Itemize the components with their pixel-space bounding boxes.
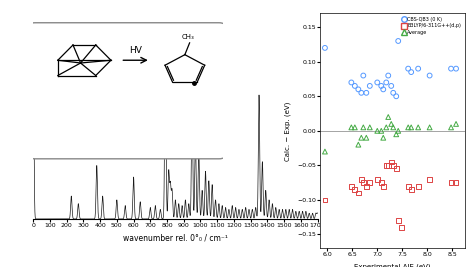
Point (404, 125, 412, 129)
Point (447, 125, 455, 129)
Point (383, 80, 390, 85)
Point (392, 132, 400, 136)
Point (380, 87, 387, 92)
FancyBboxPatch shape (27, 23, 227, 159)
Point (377, 84, 385, 88)
Point (397, 225, 405, 230)
Point (347, 184, 355, 188)
X-axis label: Experimental AIE (eV): Experimental AIE (eV) (354, 263, 430, 267)
Point (366, 180, 374, 185)
Point (384, 73, 392, 78)
Point (321, 198, 329, 202)
Point (355, 87, 362, 92)
Point (366, 84, 374, 88)
Point (383, 163, 390, 167)
Point (414, 125, 422, 129)
Point (426, 125, 433, 129)
Point (377, 129, 385, 133)
Point (374, 80, 381, 85)
Point (390, 125, 397, 129)
Point (383, 125, 390, 129)
Point (363, 136, 370, 140)
Point (407, 187, 415, 192)
Point (321, 46, 329, 50)
Text: CH₃: CH₃ (182, 34, 194, 40)
Point (394, 129, 402, 133)
Point (374, 177, 381, 181)
Point (366, 125, 374, 129)
Point (360, 125, 367, 129)
Point (357, 177, 365, 181)
Point (363, 184, 370, 188)
Point (452, 180, 460, 185)
Point (394, 218, 402, 223)
Point (347, 125, 355, 129)
Point (414, 184, 422, 188)
Point (357, 136, 365, 140)
Point (426, 177, 433, 181)
Text: HV: HV (129, 46, 142, 55)
Point (380, 136, 387, 140)
Point (384, 163, 392, 167)
Point (394, 39, 402, 43)
Text: R2C2PI: R2C2PI (36, 25, 88, 35)
Point (404, 184, 412, 188)
Point (321, 150, 329, 154)
Point (384, 115, 392, 119)
Point (426, 73, 433, 78)
Point (351, 187, 359, 192)
Point (363, 91, 370, 95)
Legend: CBS-QB3 (0 K), B3LYP/6-311G++(d,p), Average: CBS-QB3 (0 K), B3LYP/6-311G++(d,p), Aver… (401, 16, 462, 36)
Point (447, 180, 455, 185)
Point (390, 91, 397, 95)
X-axis label: wavenumber rel. 0°₀ / cm⁻¹: wavenumber rel. 0°₀ / cm⁻¹ (123, 234, 228, 243)
Point (452, 66, 460, 71)
Point (355, 143, 362, 147)
Point (360, 180, 367, 185)
Point (387, 84, 395, 88)
Text: m/z 79: m/z 79 (60, 25, 99, 35)
Point (360, 73, 367, 78)
Point (351, 84, 359, 88)
Point (387, 122, 395, 126)
Point (452, 122, 460, 126)
Y-axis label: Calc. − Exp. (eV): Calc. − Exp. (eV) (285, 101, 292, 160)
Point (447, 66, 455, 71)
Point (351, 125, 359, 129)
Point (407, 125, 415, 129)
Point (392, 167, 400, 171)
Point (387, 160, 395, 164)
Point (347, 80, 355, 85)
Point (380, 184, 387, 188)
Point (392, 94, 400, 99)
Point (390, 163, 397, 167)
Point (414, 66, 422, 71)
Point (357, 91, 365, 95)
Point (404, 66, 412, 71)
Point (377, 180, 385, 185)
Point (407, 70, 415, 74)
Point (374, 129, 381, 133)
Point (355, 191, 362, 195)
